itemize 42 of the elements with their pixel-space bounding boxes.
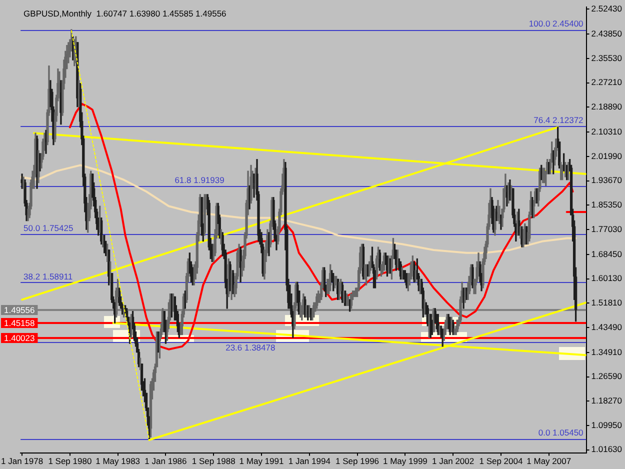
ref-line-label: 1.40023 [4,332,35,343]
chart-title: GBPUSD,Monthly 1.60747 1.63980 1.45585 1.49556 [24,8,227,19]
annotation: 76.4 2.12372 [534,115,584,126]
x-tick-label: 1 Sep 1988 [192,456,236,466]
y-tick-label: 1.18270 [591,396,622,406]
y-tick-label: 2.10310 [591,126,622,137]
y-tick-label: 1.68450 [591,248,622,259]
x-tick-label: 1 Jan 1994 [288,456,331,466]
annotation: 0.0 1.05450 [538,428,584,438]
y-tick-label: 2.18890 [591,101,622,112]
x-tick-label: 1 Sep 1980 [48,456,92,466]
y-tick-label: 1.09950 [591,420,622,430]
y-tick-label: 1.93670 [591,175,622,186]
ref-line-label: 1.45158 [4,318,35,328]
y-tick-label: 1.43490 [591,322,622,332]
y-tick-label: 2.35530 [591,52,622,63]
x-tick-label: 1 Sep 2004 [479,456,523,466]
y-tick-label: 1.51810 [591,297,622,308]
annotation: 38.2 1.58911 [24,271,73,282]
x-tick-label: 1 Jan 1978 [1,456,44,466]
y-tick-label: 2.01990 [591,150,622,161]
y-tick-label: 1.34910 [591,346,622,357]
y-tick-label: 2.27210 [591,77,622,88]
y-tick-label: 1.60130 [591,273,622,284]
y-tick-label: 1.77030 [591,224,622,234]
y-tick-label: 2.43850 [591,28,622,38]
annotation: 100.0 2.45400 [528,18,584,29]
x-tick-label: 1 May 1983 [96,456,140,466]
x-tick-label: 1 May 1999 [382,456,428,466]
annotation: 61.8 1.91939 [174,174,225,185]
y-tick-label: 1.26590 [591,371,622,382]
x-tick-label: 1 Jan 1986 [144,456,188,466]
annotation: 50.0 1.75425 [24,223,74,234]
x-tick-label: 1 Sep 1996 [336,456,380,466]
x-tick-label: 1 May 1991 [239,456,284,466]
y-tick-label: 2.52430 [591,3,622,14]
annotation: 23.6 1.38478 [226,342,276,353]
y-tick-label: 1.85350 [591,199,622,210]
x-tick-label: 1 May 2007 [526,456,572,466]
x-tick-label: 1 Jan 2002 [432,456,474,466]
ref-line-label: 1.49556 [4,304,35,315]
y-tick-label: 1.01630 [591,444,622,454]
